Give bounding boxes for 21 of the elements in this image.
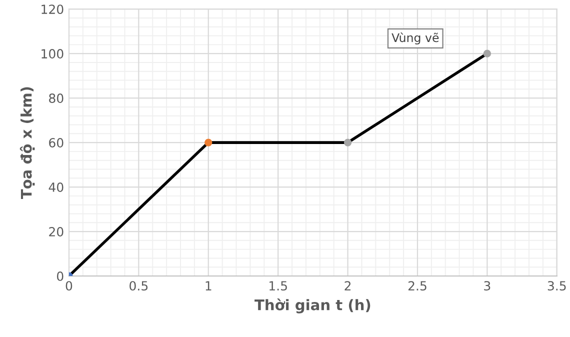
y-tick-label: 0: [56, 271, 64, 281]
x-tick-label: 2: [344, 281, 351, 290]
x-tick-label: 3.5: [548, 281, 566, 291]
y-axis-title: Tọa độ x (km): [20, 87, 35, 200]
y-tick-label: 20: [49, 226, 64, 236]
y-tick-label: 60: [49, 138, 64, 148]
y-tick-label: 40: [48, 182, 64, 192]
y-tick-label: 80: [49, 94, 64, 103]
x-tick-label: 3: [484, 281, 490, 291]
x-tick-label: 1.5: [270, 281, 287, 291]
point: [344, 138, 352, 146]
x-tick-label: 2.5: [408, 281, 426, 291]
y-tick-label: 100: [42, 49, 64, 59]
x-tick-label: 0: [66, 281, 72, 291]
annotation: Vùng vẽ: [392, 32, 439, 44]
point: [483, 50, 491, 58]
x-axis-title: Thời gian t (h): [254, 298, 370, 314]
point: [204, 138, 212, 146]
y-tick-label: 120: [42, 4, 64, 14]
x-tick-label: 1: [206, 281, 212, 290]
x-tick-label: 0.5: [130, 281, 148, 291]
